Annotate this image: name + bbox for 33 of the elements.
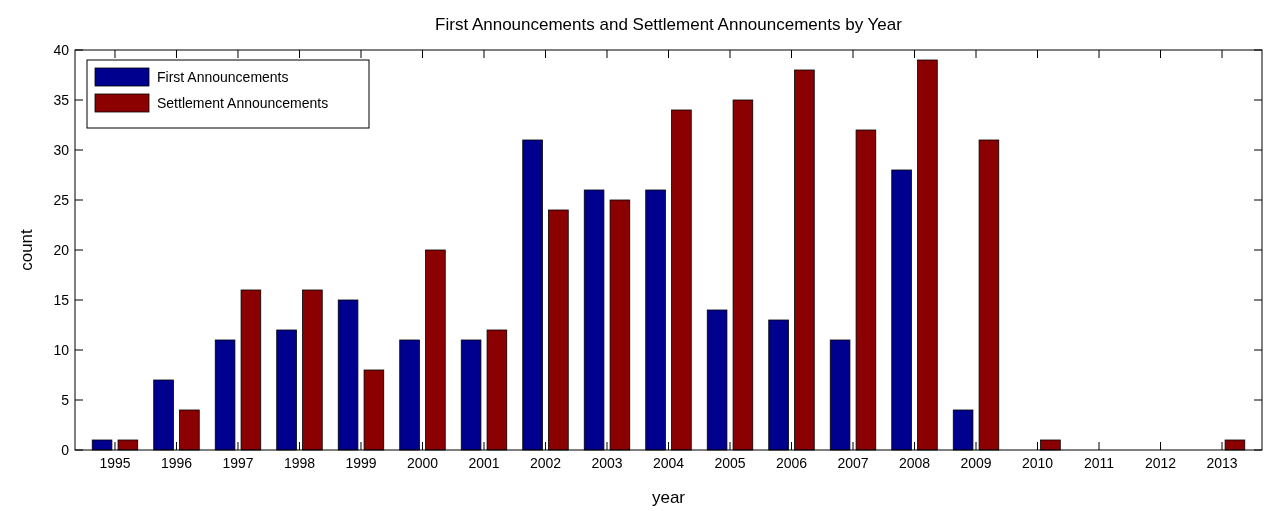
x-tick-label: 1995 — [99, 455, 131, 471]
y-tick-label: 5 — [61, 391, 70, 408]
chart-title: First Announcements and Settlement Announcements by Year — [435, 15, 903, 34]
x-tick-label: 1997 — [222, 455, 254, 471]
x-tick-label: 1996 — [160, 455, 193, 471]
y-tick-label: 10 — [53, 341, 70, 358]
x-tick-label: 2010 — [1021, 455, 1054, 471]
x-tick-label: 2006 — [775, 455, 808, 471]
x-tick-label: 2013 — [1206, 455, 1238, 471]
x-tick-label: 1999 — [345, 455, 377, 471]
y-tick-label: 20 — [53, 241, 70, 258]
y-tick-label: 30 — [53, 141, 70, 158]
x-tick-label: 2003 — [591, 455, 623, 471]
legend-label: Settlement Announcements — [157, 94, 329, 111]
y-tick-label: 40 — [53, 41, 70, 58]
legend-label: First Announcements — [157, 68, 289, 85]
x-tick-label: 2008 — [898, 455, 931, 471]
y-tick-label: 15 — [53, 291, 70, 308]
x-tick-label: 2002 — [529, 455, 562, 471]
y-tick-label: 0 — [61, 441, 70, 458]
x-tick-label: 2007 — [837, 455, 869, 471]
x-tick-label: 2000 — [406, 455, 439, 471]
x-tick-label: 1998 — [283, 455, 316, 471]
x-tick-label: 2011 — [1083, 455, 1115, 471]
y-axis-title: count — [17, 228, 36, 271]
x-tick-label: 2009 — [960, 455, 992, 471]
x-tick-label: 2004 — [652, 455, 685, 471]
y-tick-label: 25 — [53, 191, 70, 208]
x-tick-label: 2001 — [468, 455, 500, 471]
x-axis-title: year — [651, 488, 686, 507]
x-tick-label: 2012 — [1144, 455, 1177, 471]
y-tick-label: 35 — [53, 91, 70, 108]
x-tick-label: 2005 — [714, 455, 746, 471]
